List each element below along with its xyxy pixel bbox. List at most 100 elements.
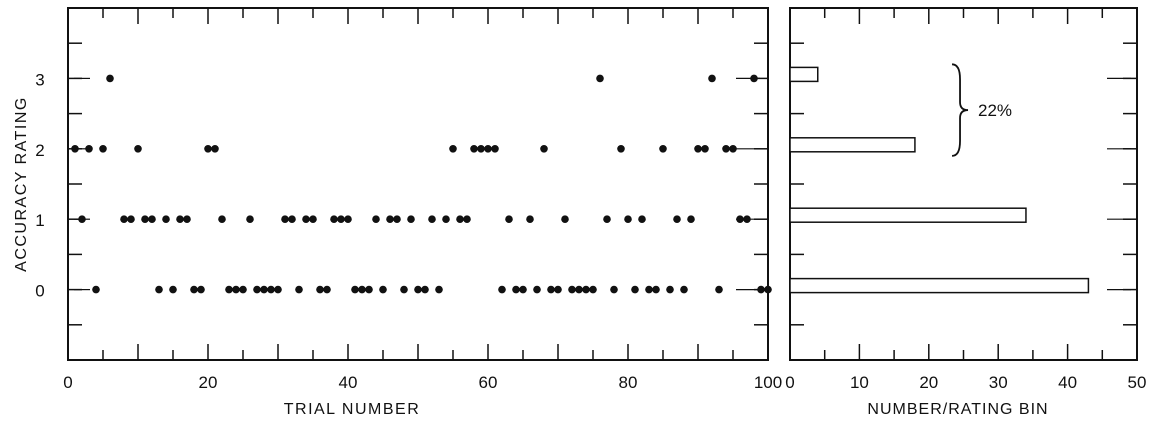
data-point [232, 285, 240, 294]
count-tick-label: 20 [919, 373, 938, 392]
data-point [743, 215, 751, 223]
data-point [575, 285, 583, 294]
data-point [85, 145, 93, 153]
data-point [260, 285, 268, 294]
data-point [120, 215, 128, 223]
data-point [603, 215, 611, 223]
data-point [169, 285, 177, 294]
data-point [253, 285, 261, 294]
data-point [624, 215, 632, 223]
data-point [708, 74, 716, 83]
data-point [162, 215, 170, 223]
data-point [666, 285, 674, 294]
data-point [274, 285, 282, 294]
data-point [407, 215, 415, 223]
data-point [736, 215, 744, 223]
data-point [547, 285, 555, 294]
data-point [400, 285, 408, 294]
data-point [435, 285, 443, 294]
scatter-plot-frame [67, 7, 769, 361]
data-point [267, 285, 275, 294]
data-point [225, 285, 233, 294]
x-tick-label: 20 [199, 373, 218, 392]
data-point [610, 285, 618, 294]
data-point [218, 215, 226, 223]
data-point [246, 215, 254, 223]
data-point [78, 215, 86, 223]
data-point [288, 215, 296, 223]
data-point [365, 285, 373, 294]
data-point [456, 215, 464, 223]
data-point [351, 285, 359, 294]
data-point [316, 285, 324, 294]
data-point [680, 285, 688, 294]
data-point [617, 145, 625, 153]
data-point [330, 215, 338, 223]
data-point [295, 285, 303, 294]
data-point [694, 145, 702, 153]
x-tick-label: 100 [754, 373, 782, 392]
x-tick-label: 40 [339, 373, 358, 392]
data-point [323, 285, 331, 294]
data-point [701, 145, 709, 153]
data-point [155, 285, 163, 294]
count-tick-label: 0 [785, 373, 794, 392]
histogram-bar [789, 277, 1090, 294]
data-point [491, 145, 499, 153]
data-point [638, 215, 646, 223]
x-tick-label: 60 [479, 373, 498, 392]
data-point [764, 285, 772, 294]
histogram-frame [789, 7, 1138, 361]
percentage-annotation: 22% [978, 101, 1012, 120]
data-point [540, 145, 548, 153]
curly-brace [951, 63, 969, 157]
data-point [239, 285, 247, 294]
data-point [421, 285, 429, 294]
x-tick-label: 80 [619, 373, 638, 392]
count-tick-label: 30 [989, 373, 1008, 392]
x-axis-label: TRIAL NUMBER [284, 401, 421, 418]
data-point [533, 285, 541, 294]
data-point [589, 285, 597, 294]
data-point [715, 285, 723, 294]
data-point [449, 145, 457, 153]
data-point [645, 285, 653, 294]
data-point [386, 215, 394, 223]
data-point [309, 215, 317, 223]
data-point [512, 285, 520, 294]
data-point [526, 215, 534, 223]
data-point [498, 285, 506, 294]
data-point [358, 285, 366, 294]
data-point [519, 285, 527, 294]
data-point [687, 215, 695, 223]
data-point [204, 145, 212, 153]
data-point [750, 74, 758, 83]
count-tick-label: 10 [850, 373, 869, 392]
data-point [428, 215, 436, 223]
data-point [99, 145, 107, 153]
data-point [379, 285, 387, 294]
data-point [757, 285, 765, 294]
data-point [722, 145, 730, 153]
data-point [414, 285, 422, 294]
data-point [393, 215, 401, 223]
x-tick-label: 0 [63, 373, 72, 392]
data-point [106, 74, 114, 83]
count-tick-label: 40 [1058, 373, 1077, 392]
data-point [484, 145, 492, 153]
histogram-x-axis-label: NUMBER/RATING BIN [867, 401, 1048, 418]
y-tick-label: 3 [35, 70, 44, 89]
y-tick-label: 1 [35, 211, 44, 230]
data-point [71, 145, 79, 153]
data-point [561, 215, 569, 223]
y-tick-label: 0 [35, 282, 44, 301]
data-point [596, 74, 604, 83]
data-point [134, 145, 142, 153]
histogram-bar [789, 66, 819, 83]
y-tick-label: 2 [35, 141, 44, 160]
data-point [92, 285, 100, 294]
data-point [568, 285, 576, 294]
data-point [197, 285, 205, 294]
data-point [673, 215, 681, 223]
